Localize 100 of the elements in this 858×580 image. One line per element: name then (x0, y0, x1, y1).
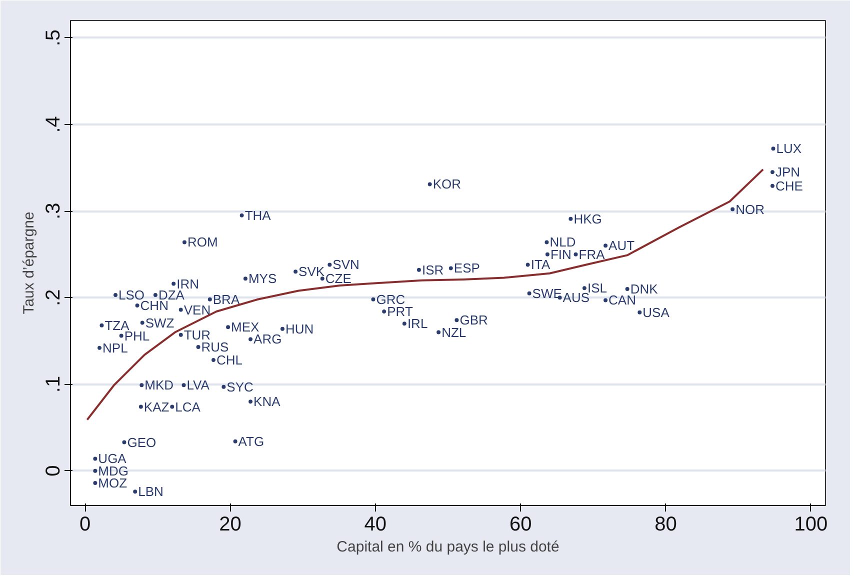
point (770, 184, 775, 188)
data-label: SVN (332, 257, 360, 272)
point (93, 468, 98, 473)
point (328, 262, 332, 267)
data-label: TUR (184, 327, 211, 342)
data-label: AUT (608, 238, 635, 254)
point (153, 293, 158, 298)
point (182, 240, 186, 244)
point (178, 308, 183, 312)
point (248, 337, 253, 342)
data-label: NOR (736, 202, 764, 217)
point (428, 182, 432, 186)
data-label: ATG (238, 434, 264, 449)
point (638, 310, 642, 314)
data-label: ISR (422, 262, 444, 278)
point (100, 323, 104, 328)
data-label: ESP (454, 260, 480, 276)
data-label: HKG (574, 211, 602, 226)
point (170, 404, 174, 409)
point (771, 146, 776, 151)
data-label: HUN (285, 321, 314, 336)
data-label: NPL (102, 340, 128, 356)
data-label: THA (244, 208, 272, 223)
y-tick-label: .4 (42, 116, 64, 133)
data-label: ITA (530, 257, 550, 272)
x-tick-label: 60 (509, 514, 532, 536)
point (320, 276, 324, 281)
point (140, 383, 144, 388)
y-tick-label: .2 (42, 289, 64, 306)
point (240, 213, 244, 218)
point (212, 358, 216, 362)
data-label: USA (642, 304, 670, 320)
point (545, 252, 550, 256)
data-label: IRN (176, 276, 199, 292)
point (625, 286, 630, 291)
point (133, 490, 138, 494)
data-label: CHL (216, 352, 243, 368)
data-label: GRC (376, 292, 406, 307)
x-tick-label: 40 (364, 514, 387, 536)
point (226, 325, 230, 330)
data-label: LVA (186, 378, 210, 393)
point (93, 480, 98, 485)
point (172, 282, 176, 286)
point (222, 384, 226, 389)
point (98, 346, 102, 350)
data-label: VEN (184, 302, 211, 318)
point (280, 326, 284, 331)
point (178, 332, 183, 337)
point (582, 286, 586, 290)
point (135, 303, 140, 308)
point (416, 268, 421, 272)
data-label: KOR (432, 176, 462, 192)
point (93, 456, 98, 461)
x-tick-label: 20 (219, 514, 242, 536)
point (544, 240, 549, 244)
line-series (86, 168, 764, 421)
point (371, 297, 376, 302)
y-tick-label: .3 (42, 202, 64, 220)
data-label: KAZ (144, 399, 170, 414)
data-label: MKD (144, 378, 174, 393)
data-label: SYC (226, 379, 254, 394)
data-label: RUS (201, 340, 230, 355)
x-tick-label: 100 (794, 514, 828, 536)
point (114, 293, 118, 298)
data-label: MYS (248, 271, 277, 286)
point (208, 297, 212, 302)
point (568, 216, 573, 221)
point (448, 266, 453, 270)
point (243, 276, 248, 281)
data-label: SWE (532, 286, 562, 301)
data-label: IRL (407, 316, 428, 332)
point (233, 439, 238, 444)
data-label: KNA (254, 394, 281, 410)
point (604, 244, 608, 248)
point (122, 440, 126, 444)
point (138, 404, 143, 409)
x-tick-label: 0 (79, 514, 91, 536)
point (402, 322, 406, 326)
data-label: GEO (127, 434, 156, 450)
point (382, 310, 386, 314)
point (730, 207, 735, 212)
data-label: PRT (387, 304, 413, 319)
data-label: JPN (776, 164, 800, 180)
point (294, 270, 298, 274)
y-tick-label: .1 (42, 376, 64, 393)
point (182, 383, 186, 388)
data-label: ROM (187, 234, 218, 250)
y-tick-label: .5 (42, 29, 64, 46)
point (454, 318, 459, 322)
point (770, 170, 775, 174)
point (574, 252, 578, 256)
data-label: LBN (138, 484, 164, 500)
point (119, 334, 124, 338)
data-label: AUS (562, 290, 590, 306)
data-label: CHE (776, 178, 804, 194)
y-tick-label: 0 (42, 465, 64, 476)
data-label: CZE (325, 271, 352, 286)
point (527, 291, 532, 296)
data-label: SVK (298, 264, 325, 280)
data-label: LUX (776, 141, 802, 156)
